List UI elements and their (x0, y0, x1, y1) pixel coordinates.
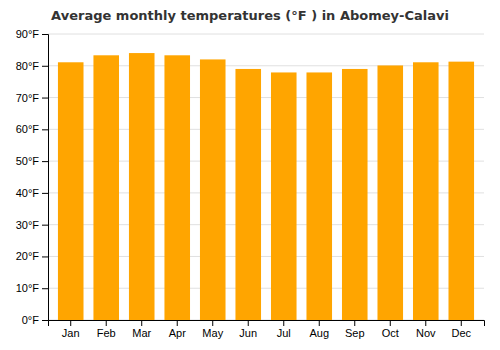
grid-line (48, 34, 484, 35)
tick-mark (319, 320, 320, 326)
tick: 30°F (16, 219, 48, 231)
tick-label: May (202, 327, 223, 339)
tick-label: 30°F (16, 219, 40, 231)
tick-label: Feb (97, 327, 116, 339)
axis-line (49, 321, 485, 327)
bar (413, 62, 439, 320)
tick-mark (42, 193, 48, 194)
tick-label: 20°F (16, 250, 40, 262)
tick-mark (461, 320, 462, 326)
tick-label: Dec (451, 327, 471, 339)
tick-mark (42, 256, 48, 257)
tick: Dec (451, 320, 471, 339)
tick-mark (42, 225, 48, 226)
bar (271, 72, 297, 320)
tick: Aug (309, 320, 329, 339)
grid (48, 34, 484, 320)
tick-label: Jun (239, 327, 257, 339)
tick-mark (212, 320, 213, 326)
tick: Jun (239, 320, 257, 339)
tick-label: 80°F (16, 60, 40, 72)
tick-label: Apr (169, 327, 186, 339)
chart: 0°F 10°F 20°F 30°F 40°F 50°F 60°F 70°F 80°F 90°F J… (0, 0, 500, 350)
tick: 0°F (22, 314, 48, 326)
axis-line (42, 35, 49, 321)
tick-label: Sep (345, 327, 365, 339)
y-axis: 0°F 10°F 20°F 30°F 40°F 50°F 60°F 70°F 80°F 90°F (16, 28, 49, 326)
x-axis: Jan Feb Mar Apr May Jun Jul Aug Sep Oct Nov Dec (49, 320, 485, 339)
tick-mark (42, 320, 48, 321)
tick-mark (42, 66, 48, 67)
tick: Apr (169, 320, 186, 339)
tick-mark (42, 34, 48, 35)
tick: 70°F (16, 92, 48, 104)
bar (200, 59, 226, 320)
tick-label: Mar (132, 327, 151, 339)
bar (448, 62, 474, 320)
tick: Jan (62, 320, 80, 339)
tick-mark (248, 320, 249, 326)
tick-mark (70, 320, 71, 326)
tick-mark (42, 129, 48, 130)
bars (58, 53, 474, 320)
tick-label: 10°F (16, 282, 40, 294)
tick-label: 60°F (16, 123, 40, 135)
tick-label: Jul (277, 327, 291, 339)
tick: 80°F (16, 60, 48, 72)
tick: Jul (277, 320, 291, 339)
tick-label: 40°F (16, 187, 40, 199)
bar (58, 62, 84, 320)
tick-mark (177, 320, 178, 326)
bar (164, 55, 190, 320)
bar (93, 55, 119, 320)
tick-mark (354, 320, 355, 326)
title: Average monthly temperatures (°F ) in Ab… (51, 8, 449, 23)
tick-mark (106, 320, 107, 326)
tick-label: Jan (62, 327, 80, 339)
bar (306, 72, 332, 320)
tick: 50°F (16, 155, 48, 167)
tick: Oct (382, 320, 399, 339)
tick: 40°F (16, 187, 48, 199)
bar (377, 65, 403, 320)
bar (129, 53, 155, 320)
tick: 60°F (16, 123, 48, 135)
tick: 20°F (16, 250, 48, 262)
tick-label: Aug (309, 327, 329, 339)
tick-mark (42, 288, 48, 289)
tick: 10°F (16, 282, 48, 294)
tick-mark (283, 320, 284, 326)
tick-label: 0°F (22, 314, 40, 326)
tick: 90°F (16, 28, 48, 40)
tick-label: Oct (382, 327, 399, 339)
tick: Sep (345, 320, 365, 339)
tick-mark (141, 320, 142, 326)
bar (342, 69, 368, 320)
tick-label: 70°F (16, 92, 40, 104)
tick-mark (425, 320, 426, 326)
tick-label: Nov (416, 327, 436, 339)
plot: 0°F 10°F 20°F 30°F 40°F 50°F 60°F 70°F 80°F 90°F J… (16, 28, 485, 339)
tick: Mar (132, 320, 151, 339)
tick: Nov (416, 320, 436, 339)
bar (235, 69, 261, 320)
tick: May (202, 320, 223, 339)
tick-mark (42, 98, 48, 99)
tick-mark (42, 161, 48, 162)
tick: Feb (97, 320, 116, 339)
tick-mark (390, 320, 391, 326)
tick-label: 90°F (16, 28, 40, 40)
tick-label: 50°F (16, 155, 40, 167)
